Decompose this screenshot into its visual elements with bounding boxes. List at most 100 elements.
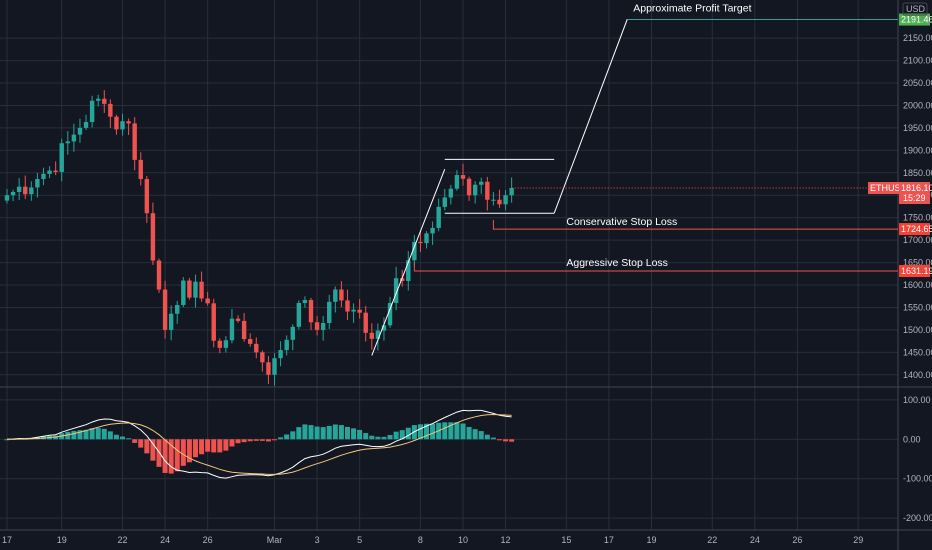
currency-badge-border[interactable]	[902, 2, 928, 16]
drawings-layer[interactable]: Approximate Profit Target Conservative St…	[371, 3, 898, 356]
macd-histogram-bar	[235, 439, 241, 444]
candle-body	[223, 340, 229, 348]
candle-body	[65, 141, 70, 144]
time-tick-label: 22	[707, 535, 717, 545]
macd-histogram-bar	[338, 425, 344, 440]
conservative-stop-line[interactable]	[492, 219, 898, 230]
macd-line	[6, 409, 512, 479]
candle-body	[448, 188, 454, 198]
candle-body	[266, 362, 271, 375]
macd-histogram-bar	[205, 439, 211, 452]
candle-body	[400, 278, 405, 281]
macd-histogram-bar	[290, 431, 296, 440]
macd-histogram-bar	[101, 428, 107, 440]
time-tick-label: 17	[604, 535, 614, 545]
symbol-label-bg	[868, 182, 899, 195]
macd-histogram-bar	[509, 439, 515, 442]
candle-body	[412, 241, 417, 261]
candle-body	[278, 350, 283, 359]
conservative-stop-price-label: 1724.65	[901, 224, 932, 234]
macd-histogram-bar	[381, 436, 387, 440]
macd-histogram-bar	[150, 439, 156, 461]
aggressive-stop-line[interactable]	[413, 262, 898, 272]
candle-body	[23, 186, 28, 195]
flagpole-line[interactable]	[371, 169, 446, 356]
macd-histogram-bar	[466, 426, 472, 440]
macd-histogram-bar	[351, 428, 357, 440]
price-tick-label: 2000.00	[903, 100, 932, 110]
annotation-text[interactable]: Approximate Profit Target	[633, 3, 751, 15]
candle-body	[47, 170, 52, 174]
candle-body	[430, 227, 435, 234]
macd-histogram-bar	[344, 426, 350, 440]
candle-body	[387, 302, 393, 326]
macd-histogram-bar	[284, 434, 290, 440]
candle-body	[308, 299, 314, 323]
price-tick-label: 1750.00	[903, 213, 932, 223]
candle-body	[418, 241, 423, 244]
candle-body	[235, 318, 241, 321]
macd-histogram-bar	[144, 439, 150, 454]
aggressive-stop-price-label: 1631.19	[901, 266, 932, 276]
macd-tick-label: 0.00	[903, 434, 921, 444]
candle-body	[485, 181, 490, 200]
candle-body	[284, 339, 289, 351]
annotation-text[interactable]: Aggressive Stop Loss	[566, 257, 668, 269]
macd-histogram-bar	[186, 439, 192, 463]
candle-body	[59, 143, 64, 172]
time-tick-label: 19	[646, 535, 656, 545]
time-axis[interactable]: 17 19 22 24 26 Mar 3 5 8 10 12 15 17 19 22 24 26 29	[2, 535, 863, 545]
macd-histogram-bar	[430, 423, 436, 440]
macd-histogram-bar	[265, 439, 271, 442]
price-tick-label: 1650.00	[903, 258, 932, 268]
macd-histogram-bar	[162, 439, 168, 473]
candle-body	[53, 170, 58, 172]
macd-histogram-bar	[387, 434, 393, 440]
macd-histogram-bar	[192, 439, 198, 458]
macd-histogram-bar	[229, 439, 235, 447]
candle-body	[339, 289, 344, 301]
countdown-label: 15:29	[903, 193, 926, 203]
macd-histogram-bar	[454, 422, 460, 440]
macd-histogram-bar	[241, 439, 247, 443]
macd-histogram-bar	[308, 425, 314, 440]
macd-histogram-bar	[180, 439, 186, 466]
candle-body	[193, 281, 198, 298]
price-tick-label: 1950.00	[903, 123, 932, 133]
candle-body	[41, 173, 46, 180]
candle-body	[436, 206, 441, 228]
macd-histogram-bar	[272, 439, 278, 441]
macd-histogram-bar	[107, 431, 113, 440]
candle-body	[260, 352, 265, 363]
macd-histogram-bar	[217, 439, 223, 453]
candle-body	[424, 233, 429, 244]
candle-body	[229, 318, 235, 341]
price-tick-label: 1900.00	[903, 145, 932, 155]
macd-histogram-bar	[496, 439, 502, 441]
candle-body	[114, 116, 119, 130]
macd-histogram-bar	[363, 433, 369, 440]
candle-body	[375, 330, 381, 339]
candle-body	[10, 191, 16, 196]
macd-histogram-bar	[332, 424, 338, 440]
time-tick-label: 26	[203, 535, 213, 545]
price-tick-label: 1850.00	[903, 168, 932, 178]
macd-axis[interactable]: 100.00 0.00 -100.00 -200.00	[903, 395, 932, 523]
macd-histogram-bar	[223, 439, 229, 451]
candle-body	[132, 123, 137, 160]
annotation-text[interactable]: Conservative Stop Loss	[566, 216, 677, 228]
macd-histogram-bar	[95, 427, 101, 440]
macd-histogram-bar	[65, 431, 71, 440]
macd-histogram-bar	[314, 426, 320, 440]
candle-body	[29, 187, 34, 195]
time-tick-label: 10	[458, 535, 468, 545]
candle-body	[272, 358, 277, 375]
candle-body	[71, 134, 77, 142]
candle-body	[241, 320, 247, 340]
candle-body	[369, 332, 374, 339]
candle-body	[162, 289, 168, 330]
currency-badge[interactable]: USD	[902, 2, 928, 16]
currency-badge-text[interactable]: USD	[906, 4, 926, 14]
